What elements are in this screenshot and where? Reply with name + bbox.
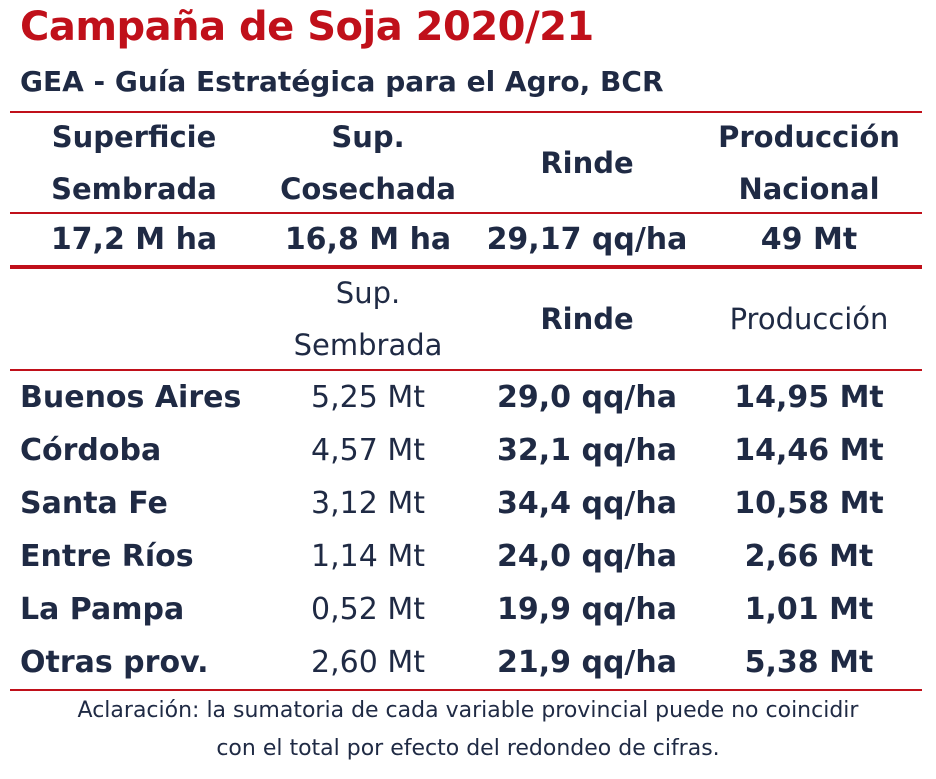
footnote-line: Aclaración: la sumatoria de cada variabl… [77, 698, 859, 723]
province-sup: 2,60 Mt [311, 645, 425, 680]
provincial-header-sembrada: Sup. Sembrada [258, 267, 478, 371]
divider-provincial [10, 369, 922, 371]
header-line: Producción [718, 120, 900, 154]
national-superficie-value: 17,2 M ha [50, 221, 218, 257]
header-line: Cosechada [280, 172, 456, 206]
header-line: Nacional [738, 172, 880, 206]
province-name: Buenos Aires [20, 380, 242, 415]
province-rinde: 29,0 qq/ha [497, 380, 677, 415]
province-rinde: 19,9 qq/ha [497, 592, 677, 627]
header-line: Sup. [335, 276, 401, 310]
province-prod: 1,01 Mt [744, 592, 874, 627]
footnote: Aclaración: la sumatoria de cada variabl… [0, 692, 936, 768]
national-cosechada-value: 16,8 M ha [284, 221, 452, 257]
table-row: Otras prov. 2,60 Mt 21,9 qq/ha 5,38 Mt [10, 636, 922, 689]
province-name: Santa Fe [20, 486, 168, 521]
province-rinde: 34,4 qq/ha [497, 486, 677, 521]
table-row: Santa Fe 3,12 Mt 34,4 qq/ha 10,58 Mt [10, 477, 922, 530]
national-produccion-value: 49 Mt [760, 221, 858, 257]
national-header-superficie: Superficie Sembrada [10, 111, 258, 215]
table-row: La Pampa 0,52 Mt 19,9 qq/ha 1,01 Mt [10, 583, 922, 636]
province-name: Entre Ríos [20, 539, 194, 574]
page-title: Campaña de Soja 2020/21 [20, 4, 594, 50]
national-header-rinde: Rinde [478, 137, 696, 189]
footnote-line: con el total por efecto del redondeo de … [216, 736, 720, 761]
header-line: Sembrada [51, 172, 217, 206]
divider-top [10, 111, 922, 113]
province-prod: 14,95 Mt [734, 380, 884, 415]
provincial-header-row: Sup. Sembrada Rinde Producción [10, 270, 922, 368]
national-header-row: Superficie Sembrada Sup. Cosechada Rinde… [10, 113, 922, 213]
table-row: Córdoba 4,57 Mt 32,1 qq/ha 14,46 Mt [10, 424, 922, 477]
province-sup: 5,25 Mt [311, 380, 425, 415]
provincial-header-rinde: Rinde [540, 302, 634, 336]
provincial-header-produccion: Producción [729, 302, 889, 336]
province-rinde: 32,1 qq/ha [497, 433, 677, 468]
header-line: Rinde [540, 146, 634, 180]
province-sup: 1,14 Mt [311, 539, 425, 574]
divider-section [10, 265, 922, 269]
national-rinde-value: 29,17 qq/ha [486, 221, 688, 257]
province-name: La Pampa [20, 592, 185, 627]
province-name: Córdoba [20, 433, 162, 468]
header-line: Sup. [331, 120, 405, 154]
province-sup: 4,57 Mt [311, 433, 425, 468]
province-name: Otras prov. [20, 645, 209, 680]
province-sup: 0,52 Mt [311, 592, 425, 627]
national-header-produccion: Producción Nacional [696, 111, 922, 215]
divider-national [10, 212, 922, 214]
province-prod: 5,38 Mt [744, 645, 874, 680]
header-line: Sembrada [293, 328, 443, 362]
header-line: Superficie [51, 120, 217, 154]
province-prod: 14,46 Mt [734, 433, 884, 468]
table-row: Buenos Aires 5,25 Mt 29,0 qq/ha 14,95 Mt [10, 371, 922, 424]
table-row: Entre Ríos 1,14 Mt 24,0 qq/ha 2,66 Mt [10, 530, 922, 583]
national-values-row: 17,2 M ha 16,8 M ha 29,17 qq/ha 49 Mt [10, 214, 922, 264]
province-rinde: 21,9 qq/ha [497, 645, 677, 680]
province-rinde: 24,0 qq/ha [497, 539, 677, 574]
province-prod: 2,66 Mt [744, 539, 874, 574]
divider-bottom [10, 689, 922, 691]
national-header-cosechada: Sup. Cosechada [258, 111, 478, 215]
province-prod: 10,58 Mt [734, 486, 884, 521]
province-sup: 3,12 Mt [311, 486, 425, 521]
page-subtitle: GEA - Guía Estratégica para el Agro, BCR [20, 65, 664, 98]
